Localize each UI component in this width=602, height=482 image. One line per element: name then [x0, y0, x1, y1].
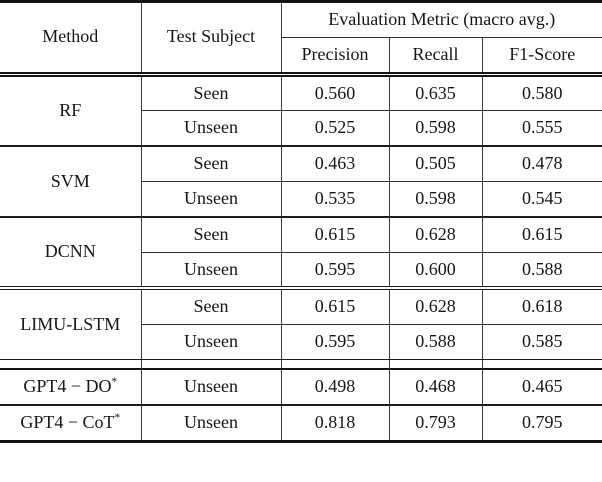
- recall-value: 0.598: [389, 181, 483, 218]
- method-cell: GPT4 − DO*: [0, 367, 142, 406]
- f1-value: 0.545: [482, 181, 602, 218]
- method-cell: GPT4 − CoT*: [0, 404, 142, 443]
- subject-cell: Seen: [141, 74, 282, 112]
- table-row: DCNN Seen 0.615 0.628 0.615: [0, 216, 602, 291]
- table-row: GPT4 − DO* Unseen 0.498 0.468 0.465: [0, 367, 602, 406]
- f1-value: 0.618: [482, 288, 602, 326]
- results-table: Method Test Subject Evaluation Metric (m…: [0, 0, 602, 443]
- f1-value: 0.478: [482, 146, 602, 182]
- rule-gap-row: [0, 359, 602, 369]
- f1-value: 0.555: [482, 110, 602, 148]
- f1-value: 0.615: [482, 216, 602, 253]
- precision-value: 0.818: [281, 404, 390, 443]
- precision-value: 0.525: [281, 110, 390, 148]
- recall-value: 0.598: [389, 110, 483, 148]
- f1-value: 0.580: [482, 74, 602, 112]
- recall-value: 0.505: [389, 146, 483, 182]
- precision-value: 0.615: [281, 216, 390, 253]
- method-superscript: *: [111, 375, 118, 388]
- rule-gap-cell: [281, 359, 390, 369]
- recall-value: 0.600: [389, 252, 483, 291]
- rule-gap-cell: [141, 359, 282, 369]
- subject-cell: Seen: [141, 216, 282, 253]
- method-cell: SVM: [0, 146, 142, 218]
- subject-cell: Unseen: [141, 324, 282, 360]
- precision-value: 0.595: [281, 324, 390, 360]
- recall-value: 0.628: [389, 216, 483, 253]
- recall-value: 0.635: [389, 74, 483, 112]
- header-row-1: Method Test Subject Evaluation Metric (m…: [0, 1, 602, 77]
- recall-value: 0.793: [389, 404, 483, 443]
- subject-cell: Unseen: [141, 404, 282, 443]
- precision-value: 0.615: [281, 288, 390, 326]
- f1-value: 0.795: [482, 404, 602, 443]
- column-header-precision: Precision: [281, 37, 390, 77]
- column-header-recall: Recall: [389, 37, 483, 77]
- method-label: GPT4 − DO: [23, 375, 112, 396]
- precision-value: 0.560: [281, 74, 390, 112]
- header-row-2: Precision Recall F1-Score: [0, 37, 602, 77]
- subject-cell: Seen: [141, 146, 282, 182]
- subject-cell: Unseen: [141, 181, 282, 218]
- table-row: GPT4 − CoT* Unseen 0.818 0.793 0.795: [0, 404, 602, 443]
- method-cell: LIMU-LSTM: [0, 288, 142, 360]
- subject-cell: Unseen: [141, 367, 282, 406]
- subject-cell: Seen: [141, 288, 282, 326]
- method-superscript: *: [114, 411, 121, 424]
- f1-value: 0.585: [482, 324, 602, 360]
- method-cell: RF: [0, 74, 142, 148]
- table-row: Unseen 0.535 0.598 0.545: [0, 181, 602, 218]
- rule-gap-cell: [389, 359, 483, 369]
- subject-cell: Unseen: [141, 110, 282, 148]
- method-cell: DCNN: [0, 216, 142, 291]
- table-row: LIMU-LSTM Seen 0.615 0.628 0.618: [0, 288, 602, 360]
- table-row: Unseen 0.595 0.600 0.588: [0, 252, 602, 291]
- table-row: RF Seen 0.560 0.635 0.580: [0, 74, 602, 148]
- rule-gap-cell: [0, 359, 142, 369]
- rule-gap-cell: [482, 359, 602, 369]
- column-header-metric-group: Evaluation Metric (macro avg.): [281, 1, 602, 38]
- table-row: Unseen 0.595 0.588 0.585: [0, 324, 602, 360]
- table-row: SVM Seen 0.463 0.505 0.478: [0, 146, 602, 218]
- precision-value: 0.535: [281, 181, 390, 218]
- recall-value: 0.588: [389, 324, 483, 360]
- f1-value: 0.465: [482, 367, 602, 406]
- column-header-test-subject: Test Subject: [141, 1, 282, 77]
- column-header-f1-score: F1-Score: [482, 37, 602, 77]
- precision-value: 0.463: [281, 146, 390, 182]
- recall-value: 0.628: [389, 288, 483, 326]
- table-row: Unseen 0.525 0.598 0.555: [0, 110, 602, 148]
- column-header-method: Method: [0, 1, 142, 77]
- recall-value: 0.468: [389, 367, 483, 406]
- f1-value: 0.588: [482, 252, 602, 291]
- subject-cell: Unseen: [141, 252, 282, 291]
- precision-value: 0.595: [281, 252, 390, 291]
- method-label: GPT4 − CoT: [20, 411, 115, 432]
- precision-value: 0.498: [281, 367, 390, 406]
